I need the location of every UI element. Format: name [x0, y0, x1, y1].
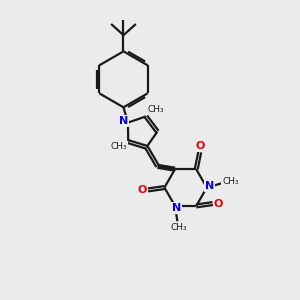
Text: N: N: [205, 182, 214, 191]
Text: CH₃: CH₃: [147, 105, 164, 114]
Text: O: O: [137, 185, 147, 195]
Text: CH₃: CH₃: [170, 223, 187, 232]
Text: CH₃: CH₃: [110, 142, 127, 151]
Text: CH₃: CH₃: [222, 177, 239, 186]
Text: O: O: [214, 199, 223, 208]
Text: N: N: [119, 116, 128, 126]
Text: N: N: [172, 203, 181, 213]
Text: O: O: [195, 141, 204, 151]
